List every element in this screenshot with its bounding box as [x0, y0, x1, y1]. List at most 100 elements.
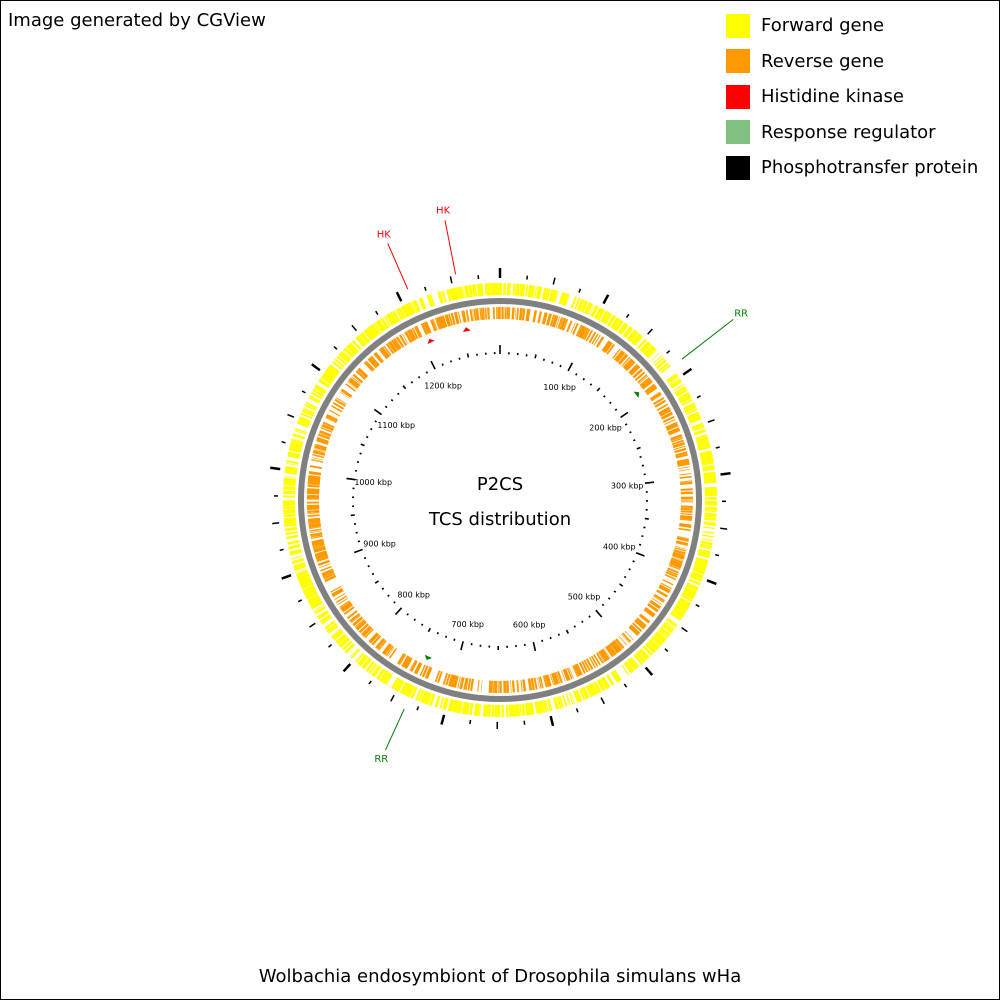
reverse-gene-mark: [309, 471, 322, 474]
reverse-gene-mark: [631, 366, 641, 376]
reverse-gene-mark: [572, 323, 579, 335]
reverse-gene-mark: [369, 355, 380, 367]
forward-gene-mark: [417, 689, 424, 702]
forward-gene-mark: [565, 693, 571, 706]
forward-gene-mark: [517, 283, 520, 296]
forward-gene-mark: [700, 540, 713, 546]
forward-gene-mark: [299, 577, 311, 583]
reverse-gene-mark: [396, 336, 405, 348]
forward-gene-mark: [458, 286, 464, 299]
forward-gene-mark: [557, 696, 562, 709]
reverse-gene-mark: [307, 478, 321, 482]
reverse-gene-mark: [311, 538, 324, 543]
outer-tick: [272, 522, 280, 525]
reverse-gene-mark: [364, 361, 374, 372]
reverse-gene-mark: [557, 671, 563, 684]
reverse-gene-mark: [646, 386, 658, 396]
forward-gene-mark: [293, 562, 306, 569]
forward-gene-mark: [672, 609, 684, 618]
forward-gene-mark: [585, 685, 592, 698]
forward-gene-mark: [284, 522, 297, 526]
forward-gene-mark: [286, 463, 298, 466]
reverse-gene-mark: [318, 433, 331, 438]
reverse-gene-mark: [461, 310, 465, 323]
forward-gene-mark: [439, 696, 444, 709]
reverse-gene-mark: [378, 640, 387, 651]
reverse-gene-mark: [388, 647, 398, 659]
reverse-gene-mark: [549, 673, 554, 686]
reverse-gene-mark: [308, 522, 321, 527]
forward-gene-mark: [466, 702, 470, 715]
scale-tick: [551, 361, 554, 364]
reverse-gene-mark: [358, 623, 370, 634]
reverse-gene-mark: [675, 454, 688, 459]
forward-gene-mark: [286, 460, 299, 465]
forward-gene-mark: [615, 320, 623, 331]
forward-gene-mark: [310, 600, 323, 608]
reverse-gene-mark: [621, 634, 630, 644]
forward-gene-mark: [612, 670, 622, 682]
reverse-gene-mark: [675, 541, 688, 546]
reverse-gene-mark: [393, 338, 402, 349]
forward-gene-mark: [659, 363, 669, 372]
forward-gene-mark: [582, 686, 590, 699]
scale-tick: [588, 615, 591, 618]
reverse-gene-mark: [364, 628, 374, 639]
forward-gene-mark: [677, 600, 690, 609]
forward-gene-mark: [634, 335, 643, 346]
reverse-gene-mark: [314, 550, 327, 555]
reverse-gene-mark: [365, 360, 375, 371]
reverse-gene-mark: [343, 606, 354, 614]
forward-gene-mark: [531, 285, 535, 298]
forward-gene-mark: [674, 605, 686, 614]
scale-tick: [458, 357, 461, 360]
forward-gene-mark: [529, 285, 534, 298]
forward-gene-mark: [704, 510, 717, 513]
forward-gene-mark: [325, 369, 337, 379]
forward-gene-mark: [307, 594, 319, 601]
forward-gene-mark: [328, 625, 339, 634]
reverse-gene-mark: [680, 516, 693, 520]
forward-gene-mark: [697, 441, 710, 448]
reverse-gene-mark: [590, 655, 599, 667]
outer-tick: [395, 291, 403, 302]
forward-gene-mark: [596, 679, 604, 692]
forward-gene-mark: [537, 701, 543, 714]
forward-gene-mark: [336, 355, 347, 365]
forward-gene-mark: [298, 417, 311, 424]
forward-gene-mark: [615, 320, 624, 332]
forward-gene-mark: [379, 670, 387, 681]
reverse-gene-mark: [310, 534, 323, 538]
forward-gene-mark: [338, 353, 349, 364]
forward-gene-mark: [695, 559, 708, 566]
scale-tick: [359, 452, 362, 455]
reverse-gene-mark: [597, 651, 606, 663]
reverse-gene-mark: [323, 573, 335, 580]
reverse-gene-mark: [308, 476, 321, 480]
forward-gene-mark: [580, 300, 587, 312]
forward-gene-mark: [299, 579, 312, 587]
forward-gene-mark: [447, 698, 453, 712]
reverse-gene-mark: [679, 518, 692, 521]
reverse-gene-mark: [664, 418, 676, 425]
forward-gene-mark: [283, 477, 297, 482]
forward-gene-mark: [375, 321, 383, 333]
reverse-gene-mark: [308, 518, 321, 521]
reverse-gene-mark: [674, 448, 687, 454]
reverse-gene-mark: [514, 307, 517, 320]
forward-gene-mark: [300, 412, 313, 420]
forward-gene-mark: [408, 302, 415, 314]
forward-gene-mark: [314, 384, 327, 394]
reverse-gene-mark: [603, 341, 612, 353]
reverse-gene-mark: [308, 475, 321, 479]
forward-gene-mark: [682, 590, 695, 599]
forward-gene-mark: [415, 688, 421, 701]
forward-gene-mark: [460, 701, 464, 714]
forward-gene-mark: [622, 326, 632, 337]
forward-gene-mark: [629, 658, 639, 668]
outer-tick: [682, 367, 693, 376]
feature-label: HK: [436, 206, 451, 217]
forward-gene-mark: [446, 289, 450, 302]
forward-gene-mark: [399, 681, 408, 694]
reverse-gene-mark: [522, 679, 526, 692]
